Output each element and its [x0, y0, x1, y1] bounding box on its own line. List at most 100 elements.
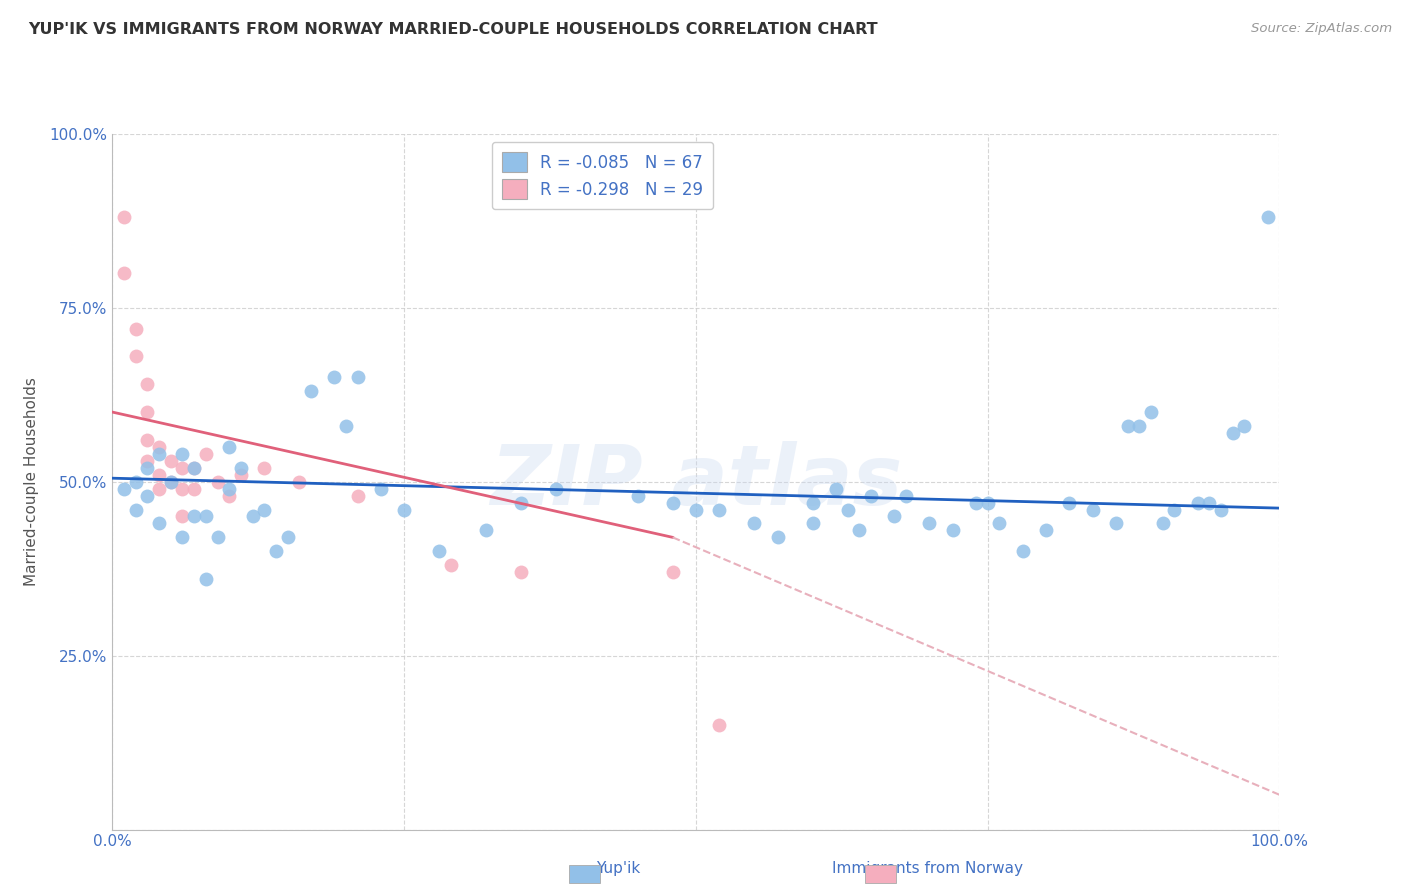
Point [172, 460, 194, 475]
Point [1187, 495, 1209, 509]
Point [125, 502, 148, 516]
Point [661, 495, 683, 509]
Point [1198, 495, 1220, 509]
Point [475, 524, 498, 538]
Point [218, 440, 240, 454]
Point [136, 405, 159, 419]
Point [207, 530, 229, 544]
Point [335, 419, 357, 434]
Point [160, 475, 183, 489]
Point [148, 440, 170, 454]
Point [859, 489, 883, 503]
Point [709, 502, 731, 516]
Point [427, 544, 450, 558]
Point [148, 467, 170, 482]
Point [1035, 524, 1057, 538]
Point [183, 460, 205, 475]
Point [183, 482, 205, 496]
Point [346, 489, 368, 503]
Point [883, 509, 905, 524]
Point [229, 460, 252, 475]
Text: YUP'IK VS IMMIGRANTS FROM NORWAY MARRIED-COUPLE HOUSEHOLDS CORRELATION CHART: YUP'IK VS IMMIGRANTS FROM NORWAY MARRIED… [28, 22, 877, 37]
Point [136, 433, 159, 447]
Point [112, 211, 135, 225]
Point [894, 489, 917, 503]
Point [172, 509, 194, 524]
Point [136, 377, 159, 392]
Point [709, 718, 731, 732]
Point [661, 565, 683, 579]
Point [299, 384, 322, 399]
Point [685, 502, 707, 516]
Point [264, 544, 287, 558]
Point [825, 482, 848, 496]
Point [160, 454, 183, 468]
Point [172, 447, 194, 461]
Point [1105, 516, 1128, 531]
Point [1059, 495, 1081, 509]
Point [370, 482, 392, 496]
Text: ZIP atlas: ZIP atlas [489, 442, 903, 522]
Point [1140, 405, 1163, 419]
Point [544, 482, 567, 496]
Point [125, 475, 148, 489]
Point [125, 350, 148, 364]
Point [218, 482, 240, 496]
Point [242, 509, 264, 524]
Point [988, 516, 1011, 531]
Point [627, 489, 650, 503]
Point [509, 565, 531, 579]
Point [346, 370, 368, 384]
Point [172, 530, 194, 544]
Point [136, 454, 159, 468]
Point [194, 509, 217, 524]
Point [172, 482, 194, 496]
Point [1233, 419, 1256, 434]
Point [288, 475, 311, 489]
Point [136, 460, 159, 475]
Legend: R = -0.085   N = 67, R = -0.298   N = 29: R = -0.085 N = 67, R = -0.298 N = 29 [492, 142, 713, 210]
Text: Yup'ik: Yup'ik [596, 861, 641, 876]
Point [848, 524, 870, 538]
Point [323, 370, 346, 384]
Point [194, 447, 217, 461]
Point [1011, 544, 1033, 558]
Point [837, 502, 859, 516]
Point [392, 502, 416, 516]
Point [1081, 502, 1104, 516]
Point [276, 530, 298, 544]
Point [1163, 502, 1185, 516]
Text: Immigrants from Norway: Immigrants from Norway [832, 861, 1024, 876]
Point [183, 460, 205, 475]
Point [1222, 425, 1244, 440]
Point [1116, 419, 1139, 434]
Text: Source: ZipAtlas.com: Source: ZipAtlas.com [1251, 22, 1392, 36]
Point [136, 489, 159, 503]
Point [440, 558, 463, 573]
Point [253, 502, 276, 516]
Point [112, 266, 135, 280]
Point [801, 516, 824, 531]
Point [194, 572, 217, 586]
Point [1128, 419, 1150, 434]
Point [112, 482, 135, 496]
Point [148, 447, 170, 461]
Point [253, 460, 276, 475]
Point [1209, 502, 1232, 516]
Point [965, 495, 987, 509]
Point [918, 516, 941, 531]
Point [160, 475, 183, 489]
Point [148, 516, 170, 531]
Point [509, 495, 531, 509]
Point [766, 530, 789, 544]
Point [229, 467, 252, 482]
Y-axis label: Married-couple Households: Married-couple Households [24, 377, 38, 586]
Point [1257, 211, 1279, 225]
Point [942, 524, 965, 538]
Point [125, 321, 148, 335]
Point [742, 516, 765, 531]
Point [976, 495, 998, 509]
Point [801, 495, 824, 509]
Point [1152, 516, 1174, 531]
Point [183, 509, 205, 524]
